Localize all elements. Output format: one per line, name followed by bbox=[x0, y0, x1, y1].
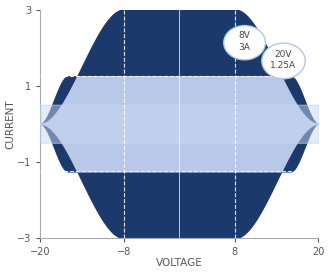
Circle shape bbox=[224, 25, 265, 60]
X-axis label: VOLTAGE: VOLTAGE bbox=[156, 258, 203, 269]
Text: 8V
3A: 8V 3A bbox=[239, 32, 250, 52]
Text: 20V
1.25A: 20V 1.25A bbox=[271, 50, 297, 70]
Circle shape bbox=[262, 43, 305, 79]
Y-axis label: CURRENT: CURRENT bbox=[6, 99, 16, 149]
